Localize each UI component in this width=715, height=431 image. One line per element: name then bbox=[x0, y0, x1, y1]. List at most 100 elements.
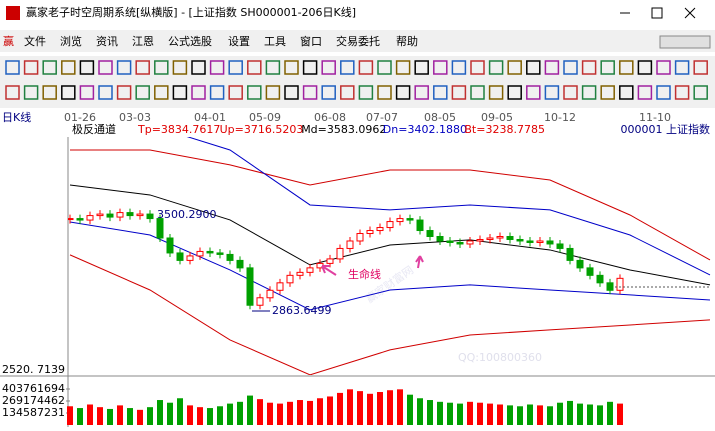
toolbar-button[interactable] bbox=[302, 60, 318, 75]
menu-item[interactable]: 交易委托 bbox=[336, 34, 380, 48]
toolbar-button[interactable] bbox=[79, 60, 95, 75]
toolbar-button[interactable] bbox=[61, 85, 76, 100]
toolbar-button[interactable] bbox=[23, 85, 39, 100]
toolbar-button[interactable] bbox=[358, 60, 374, 75]
toolbar-button[interactable] bbox=[544, 60, 560, 75]
toolbar-button[interactable] bbox=[302, 85, 318, 100]
toolbar-button[interactable] bbox=[247, 85, 262, 100]
toolbar-button[interactable] bbox=[284, 60, 299, 75]
toolbar-button[interactable] bbox=[526, 60, 541, 75]
toolbar-button[interactable] bbox=[637, 85, 653, 100]
toolbar-button[interactable] bbox=[284, 85, 299, 100]
toolbar-button[interactable] bbox=[5, 85, 20, 100]
candle bbox=[236, 259, 244, 269]
toolbar-button[interactable] bbox=[321, 85, 336, 100]
toolbar-button[interactable] bbox=[98, 60, 113, 75]
toolbar-button[interactable] bbox=[656, 85, 671, 100]
maximize-button[interactable] bbox=[651, 7, 663, 19]
toolbar-button[interactable] bbox=[544, 85, 560, 100]
menu-item[interactable]: 设置 bbox=[228, 35, 250, 48]
toolbar-button[interactable] bbox=[433, 60, 448, 75]
toolbar-button[interactable] bbox=[340, 60, 355, 75]
toolbar-button[interactable] bbox=[61, 60, 76, 75]
toolbar-button[interactable] bbox=[5, 60, 20, 75]
menu-item[interactable]: 资讯 bbox=[96, 35, 118, 48]
toolbar-button[interactable] bbox=[563, 85, 578, 100]
toolbar-button[interactable] bbox=[414, 85, 429, 100]
toolbar-button[interactable] bbox=[451, 85, 467, 100]
toolbar-button[interactable] bbox=[637, 60, 653, 75]
toolbar-button[interactable] bbox=[154, 60, 169, 75]
toolbar-button[interactable] bbox=[507, 85, 522, 100]
toolbar-button[interactable] bbox=[209, 60, 225, 75]
toolbar-button[interactable] bbox=[154, 85, 169, 100]
toolbar-button[interactable] bbox=[321, 60, 336, 75]
candle bbox=[226, 253, 234, 261]
toolbar-button[interactable] bbox=[265, 85, 281, 100]
toolbar-button[interactable] bbox=[395, 85, 411, 100]
toolbar-button[interactable] bbox=[395, 60, 411, 75]
menu-item[interactable]: 文件 bbox=[24, 34, 46, 48]
toolbar-button[interactable] bbox=[172, 60, 188, 75]
toolbar-button[interactable] bbox=[209, 85, 225, 100]
toolbar-button[interactable] bbox=[600, 85, 615, 100]
volume-bar bbox=[337, 392, 343, 425]
toolbar-button[interactable] bbox=[619, 85, 634, 100]
channel-line bbox=[69, 221, 711, 311]
volume-bar bbox=[457, 403, 463, 425]
toolbar-button[interactable] bbox=[42, 60, 57, 75]
toolbar-button[interactable] bbox=[619, 60, 634, 75]
toolbar-button[interactable] bbox=[42, 85, 57, 100]
toolbar-button[interactable] bbox=[433, 85, 448, 100]
toolbar-button[interactable] bbox=[507, 60, 522, 75]
toolbar-button[interactable] bbox=[116, 60, 132, 75]
toolbar-button[interactable] bbox=[191, 85, 206, 100]
toolbar-button[interactable] bbox=[674, 85, 690, 100]
volume-tick-label: 269174462 bbox=[2, 394, 65, 407]
close-button[interactable] bbox=[684, 7, 696, 19]
toolbar-button[interactable] bbox=[488, 60, 504, 75]
toolbar-button[interactable] bbox=[451, 60, 467, 75]
menu-item[interactable]: 浏览 bbox=[60, 34, 82, 48]
toolbar-button[interactable] bbox=[414, 60, 429, 75]
toolbar-button[interactable] bbox=[581, 60, 597, 75]
candle bbox=[336, 247, 344, 260]
toolbar-button[interactable] bbox=[340, 85, 355, 100]
toolbar-button[interactable] bbox=[172, 85, 188, 100]
toolbar-button[interactable] bbox=[526, 85, 541, 100]
toolbar-button[interactable] bbox=[693, 60, 708, 75]
toolbar-button[interactable] bbox=[265, 60, 281, 75]
toolbar-button[interactable] bbox=[470, 85, 485, 100]
toolbar-button[interactable] bbox=[135, 60, 150, 75]
toolbar-button[interactable] bbox=[581, 85, 597, 100]
toolbar-button[interactable] bbox=[600, 60, 615, 75]
toolbar-button[interactable] bbox=[247, 60, 262, 75]
menu-item[interactable]: 工具 bbox=[264, 35, 286, 48]
toolbar-button[interactable] bbox=[693, 85, 708, 100]
toolbar-button[interactable] bbox=[23, 60, 39, 75]
menu-item[interactable]: 窗口 bbox=[300, 34, 322, 48]
toolbar-button[interactable] bbox=[98, 85, 113, 100]
toolbar-button[interactable] bbox=[377, 60, 392, 75]
toolbar-button[interactable] bbox=[563, 60, 578, 75]
mdi-buttons[interactable] bbox=[659, 35, 711, 49]
toolbar-button[interactable] bbox=[228, 85, 243, 100]
candle bbox=[146, 213, 154, 220]
toolbar-button[interactable] bbox=[488, 85, 504, 100]
toolbar-button[interactable] bbox=[191, 60, 206, 75]
toolbar-button[interactable] bbox=[116, 85, 132, 100]
toolbar-button[interactable] bbox=[79, 85, 95, 100]
volume-bar bbox=[87, 404, 93, 425]
toolbar-button[interactable] bbox=[135, 85, 150, 100]
toolbar-button[interactable] bbox=[358, 85, 374, 100]
toolbar-button[interactable] bbox=[470, 60, 485, 75]
toolbar-button[interactable] bbox=[228, 60, 243, 75]
toolbar-button[interactable] bbox=[656, 60, 671, 75]
volume-bar bbox=[327, 396, 333, 425]
toolbar-button[interactable] bbox=[674, 60, 690, 75]
menu-item[interactable]: 江恩 bbox=[132, 35, 154, 48]
volume-bar bbox=[577, 403, 583, 425]
menu-item[interactable]: 帮助 bbox=[396, 34, 418, 48]
toolbar-button[interactable] bbox=[377, 85, 392, 100]
menu-item[interactable]: 公式选股 bbox=[168, 35, 212, 48]
